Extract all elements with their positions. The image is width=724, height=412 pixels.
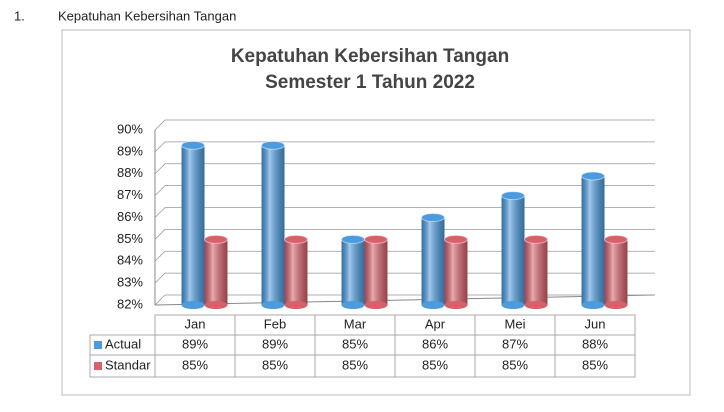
bar-shade [444, 239, 468, 305]
bar-top [181, 140, 205, 150]
bar-bottom [364, 301, 388, 309]
x-tick-label: Mar [344, 316, 367, 331]
y-tick-label: 83% [117, 275, 143, 290]
bar-bottom [204, 301, 228, 309]
bar-bottom [284, 301, 308, 309]
grid-line [154, 185, 655, 196]
bar-top [261, 140, 285, 150]
y-tick-label: 85% [117, 231, 143, 246]
bar-top [524, 234, 548, 244]
bar-shade [501, 195, 525, 305]
grid-line [154, 228, 655, 240]
legend-swatch [94, 341, 102, 349]
value-label: 85% [262, 357, 288, 372]
grid-line [154, 250, 655, 262]
bar-shade [204, 239, 228, 305]
bar-top [604, 234, 628, 244]
value-label: 89% [262, 336, 288, 351]
x-tick-label: Mei [505, 316, 526, 331]
value-label: 89% [182, 336, 208, 351]
x-tick-label: Feb [264, 316, 286, 331]
bar-bottom [444, 301, 468, 309]
value-label: 85% [342, 357, 368, 372]
bar-top [341, 234, 365, 244]
y-tick-label: 86% [117, 209, 143, 224]
legend-label: Actual [105, 336, 141, 351]
bar-shade [284, 239, 308, 305]
bar-shade [604, 239, 628, 305]
chart-subtitle: Semester 1 Tahun 2022 [265, 72, 475, 93]
bar-bottom [524, 301, 548, 309]
bar-top [364, 234, 388, 244]
chart-title: Kepatuhan Kebersihan Tangan [231, 46, 509, 67]
heading-number: 1. [14, 8, 25, 23]
grid-line [154, 141, 655, 153]
y-tick-label: 87% [117, 187, 143, 202]
y-tick-label: 82% [117, 296, 143, 311]
bar-shade [364, 239, 388, 305]
bar-bottom [261, 301, 285, 309]
grid-line [154, 272, 655, 284]
value-label: 85% [182, 357, 208, 372]
value-label: 85% [342, 336, 368, 351]
bar-bottom [421, 301, 445, 309]
heading-text: Kepatuhan Kebersihan Tangan [58, 8, 236, 23]
x-tick-label: Jun [585, 316, 606, 331]
bar-bottom [604, 301, 628, 309]
bar-shade [261, 145, 285, 305]
bar-bottom [181, 301, 205, 309]
legend-label: Standar [105, 357, 151, 372]
bar-shade [581, 175, 605, 305]
floor-edge [154, 294, 656, 306]
bar-shade [341, 239, 365, 305]
grid-line [154, 294, 655, 306]
value-label: 86% [422, 336, 448, 351]
grid-line [154, 207, 655, 218]
grid-line [154, 163, 655, 175]
x-tick-label: Apr [425, 316, 446, 331]
bar-top [421, 213, 445, 222]
y-tick-label: 90% [117, 121, 143, 136]
bar-bottom [501, 301, 525, 309]
value-label: 87% [502, 336, 528, 351]
bar-shade [181, 145, 205, 305]
bar-bottom [581, 301, 605, 309]
bar-top [444, 234, 468, 244]
value-label: 88% [582, 336, 608, 351]
bar-top [284, 234, 308, 244]
bar-shade [524, 239, 548, 305]
grid-line [154, 119, 655, 131]
y-tick-label: 84% [117, 253, 143, 268]
bar-top [204, 234, 228, 244]
bar-shade [421, 217, 445, 305]
y-tick-label: 88% [117, 165, 143, 180]
bar-top [501, 191, 525, 201]
value-label: 85% [422, 357, 448, 372]
bar-bottom [341, 301, 365, 309]
legend-swatch [94, 362, 102, 370]
x-tick-label: Jan [185, 316, 206, 331]
bar-top [581, 171, 605, 181]
value-label: 85% [502, 357, 528, 372]
value-label: 85% [582, 357, 608, 372]
y-tick-label: 89% [117, 143, 143, 158]
